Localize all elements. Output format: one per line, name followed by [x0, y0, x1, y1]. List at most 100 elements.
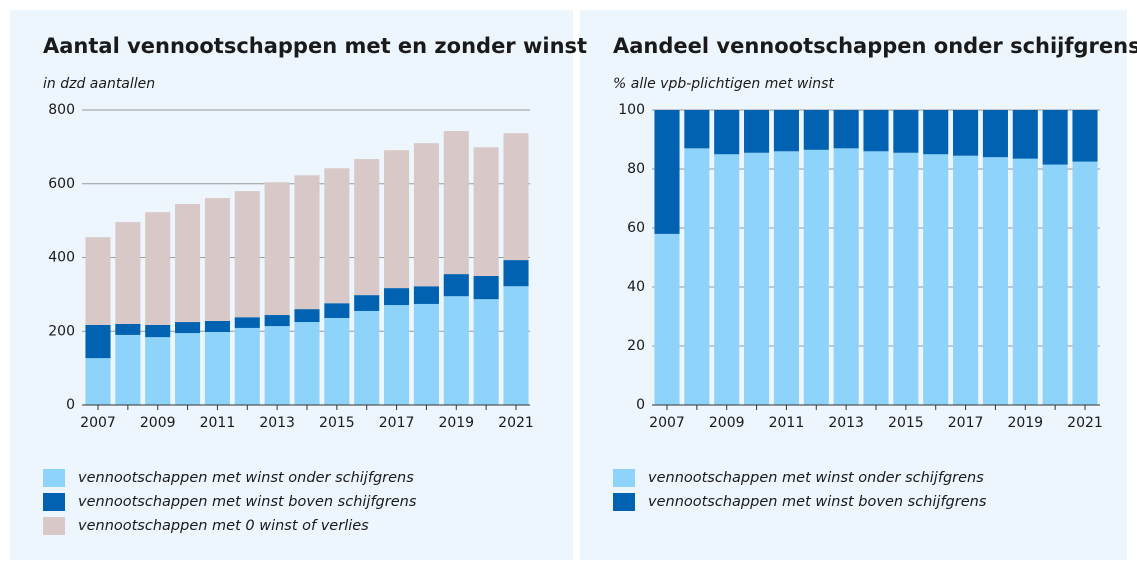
bar-segment — [803, 149, 829, 405]
y-tick-label: 80 — [627, 161, 645, 177]
bar-segment — [294, 309, 320, 323]
bar-segment — [893, 110, 919, 153]
x-tick-label: 2021 — [498, 415, 534, 431]
bar-segment — [294, 175, 320, 310]
bar-segment — [384, 288, 410, 306]
bar-segment — [953, 110, 979, 156]
bar-segment — [354, 310, 380, 405]
bar-segment — [744, 152, 770, 405]
bar-segment — [503, 286, 529, 405]
y-tick-label: 40 — [627, 279, 645, 295]
legend-swatch — [43, 517, 65, 535]
bar-segment — [1072, 110, 1098, 162]
legend-label: vennootschappen met winst boven schijfgr… — [648, 494, 987, 510]
legend-label: vennootschappen met winst onder schijfgr… — [78, 470, 414, 486]
bar-segment — [833, 110, 859, 149]
y-tick-label: 800 — [48, 102, 75, 118]
chart-title: Aandeel vennootschappen onder schijfgren… — [613, 34, 1137, 58]
bar-segment — [204, 198, 230, 321]
x-tick-label: 2017 — [948, 415, 984, 431]
bar-segment — [175, 333, 201, 405]
y-tick-label: 100 — [618, 102, 645, 118]
x-tick-label: 2011 — [200, 415, 236, 431]
bar-segment — [145, 337, 171, 405]
bar-segment — [204, 331, 230, 405]
bar-segment — [264, 326, 290, 405]
x-tick-label: 2019 — [1007, 415, 1043, 431]
bar-segment — [145, 324, 171, 338]
bar-segment — [145, 212, 171, 325]
x-tick-label: 2013 — [828, 415, 864, 431]
bar-segment — [654, 110, 680, 234]
bar-segment — [923, 110, 949, 155]
bar-segment — [413, 303, 439, 405]
x-tick-label: 2015 — [888, 415, 924, 431]
chart-subtitle: in dzd aantallen — [43, 76, 155, 92]
bar-segment — [443, 296, 469, 405]
x-tick-label: 2009 — [140, 415, 176, 431]
y-tick-label: 0 — [636, 397, 645, 413]
y-tick-label: 60 — [627, 220, 645, 236]
x-tick-label: 2007 — [649, 415, 685, 431]
bar-segment — [264, 315, 290, 327]
bar-segment — [893, 152, 919, 405]
bar-segment — [773, 110, 799, 152]
bar-segment — [443, 274, 469, 297]
bar-segment — [833, 148, 859, 405]
bar-segment — [1012, 158, 1038, 405]
x-tick-label: 2021 — [1067, 415, 1103, 431]
bar-segment — [85, 237, 111, 325]
bar-segment — [744, 110, 770, 153]
x-tick-label: 2009 — [709, 415, 745, 431]
bar-segment — [443, 131, 469, 275]
bar-segment — [234, 317, 260, 328]
legend-label: vennootschappen met 0 winst of verlies — [78, 518, 369, 534]
bar-segment — [1042, 164, 1068, 405]
bar-segment — [324, 168, 350, 304]
bar-segment — [234, 191, 260, 318]
bar-segment — [684, 148, 710, 405]
x-tick-label: 2017 — [379, 415, 415, 431]
bar-segment — [473, 299, 499, 405]
y-tick-label: 600 — [48, 176, 75, 192]
legend-swatch — [613, 493, 635, 511]
bar-segment — [773, 151, 799, 405]
legend-label: vennootschappen met winst boven schijfgr… — [78, 494, 417, 510]
y-tick-label: 400 — [48, 250, 75, 266]
bar-segment — [204, 320, 230, 332]
bar-segment — [175, 322, 201, 334]
x-tick-label: 2007 — [80, 415, 116, 431]
y-tick-label: 20 — [627, 338, 645, 354]
legend-swatch — [43, 469, 65, 487]
chart-subtitle: % alle vpb-plichtigen met winst — [613, 76, 834, 92]
bar-segment — [354, 295, 380, 311]
bar-segment — [684, 110, 710, 149]
legend-swatch — [43, 493, 65, 511]
bar-segment — [473, 147, 499, 276]
bar-segment — [115, 323, 141, 335]
bar-segment — [115, 334, 141, 405]
bar-segment — [982, 157, 1008, 405]
bar-segment — [324, 317, 350, 405]
y-tick-label: 0 — [66, 397, 75, 413]
bar-segment — [264, 182, 290, 316]
bar-segment — [953, 155, 979, 405]
bar-segment — [473, 275, 499, 300]
legend-swatch — [613, 469, 635, 487]
bar-segment — [234, 327, 260, 405]
bar-segment — [863, 151, 889, 405]
bar-segment — [115, 222, 141, 324]
x-tick-label: 2011 — [769, 415, 805, 431]
bar-segment — [863, 110, 889, 152]
bar-segment — [413, 286, 439, 304]
legend-label: vennootschappen met winst onder schijfgr… — [648, 470, 984, 486]
bar-segment — [324, 303, 350, 318]
bar-segment — [413, 143, 439, 287]
bar-segment — [384, 150, 410, 289]
bar-segment — [1072, 161, 1098, 405]
bar-segment — [714, 154, 740, 405]
bar-segment — [982, 110, 1008, 158]
x-tick-label: 2013 — [259, 415, 295, 431]
bar-segment — [503, 133, 529, 261]
